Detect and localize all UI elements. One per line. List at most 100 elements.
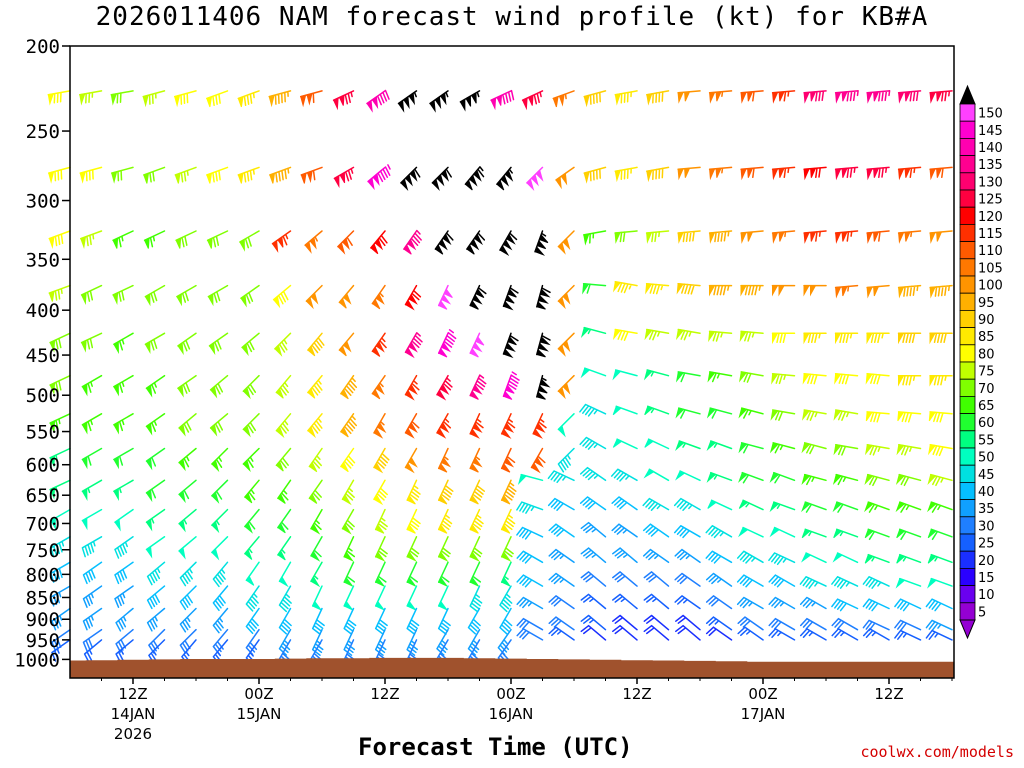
colorbar-cell bbox=[959, 241, 976, 260]
wind-barb-flag bbox=[209, 385, 218, 399]
wind-barb-flag bbox=[675, 328, 685, 341]
wind-barb bbox=[80, 230, 103, 247]
wind-barb-flag bbox=[740, 231, 754, 244]
wind-barb bbox=[643, 593, 670, 610]
wind-barb-flag bbox=[176, 293, 182, 307]
wind-barb bbox=[674, 595, 701, 610]
wind-barb-flag bbox=[305, 292, 319, 310]
wind-barb bbox=[48, 230, 71, 247]
wind-barb-flag bbox=[709, 231, 716, 244]
wind-barb-flag bbox=[801, 409, 811, 421]
wind-barb-flag bbox=[48, 290, 55, 302]
wind-barb-flag bbox=[469, 422, 483, 439]
wind-barb bbox=[925, 598, 953, 612]
wind-barb-flag bbox=[801, 442, 811, 454]
wind-barb bbox=[307, 413, 323, 434]
wind-barb-flag bbox=[536, 378, 551, 400]
wind-barb-flag bbox=[272, 295, 281, 309]
wind-barb bbox=[114, 561, 134, 585]
y-tick-label: 450 bbox=[26, 345, 60, 367]
wind-barb-flag bbox=[557, 292, 571, 310]
wind-barb-flag bbox=[557, 424, 566, 438]
wind-barb bbox=[897, 411, 922, 423]
wind-barb-flag bbox=[307, 425, 316, 439]
wind-barb bbox=[771, 332, 796, 344]
wind-barb-flag bbox=[400, 169, 418, 192]
wind-barb-flag bbox=[929, 375, 936, 387]
wind-barb-flag bbox=[239, 238, 245, 252]
wind-barb-flag bbox=[431, 169, 450, 192]
wind-barb bbox=[675, 614, 701, 631]
wind-barb bbox=[643, 624, 670, 641]
wind-barb bbox=[343, 607, 357, 635]
colorbar-cell bbox=[959, 516, 976, 535]
wind-barb bbox=[373, 479, 388, 501]
wind-barb bbox=[212, 561, 229, 588]
y-tick-label: 350 bbox=[26, 249, 60, 271]
wind-barb-flag bbox=[373, 421, 387, 439]
y-tick-label: 300 bbox=[26, 191, 60, 213]
x-tick-label: 00Z bbox=[244, 685, 273, 703]
wind-barb bbox=[174, 166, 197, 183]
wind-barb-flag bbox=[373, 462, 384, 474]
wind-barb-flag bbox=[278, 576, 289, 588]
wind-barb-flag bbox=[48, 171, 55, 184]
wind-barb-flag bbox=[277, 522, 286, 534]
wind-barb bbox=[929, 411, 953, 423]
wind-barb bbox=[206, 90, 229, 107]
source-credit[interactable]: coolwx.com/models bbox=[860, 743, 1014, 761]
wind-barb-flag bbox=[237, 95, 244, 108]
wind-barb bbox=[799, 576, 827, 589]
wind-barb bbox=[705, 572, 733, 587]
wind-barb bbox=[925, 619, 953, 632]
colorbar-label: 100 bbox=[978, 279, 1003, 294]
wind-barb bbox=[580, 624, 607, 641]
wind-barb-flag bbox=[340, 461, 349, 473]
y-tick-label: 550 bbox=[26, 422, 60, 444]
x-tick-label: 00Z bbox=[496, 685, 525, 703]
wind-barb-flag bbox=[110, 93, 118, 106]
colorbar-label: 70 bbox=[978, 382, 995, 397]
wind-barb bbox=[705, 550, 733, 564]
wind-barb-flag bbox=[833, 444, 842, 456]
wind-barb bbox=[148, 628, 166, 654]
wind-barb-flag bbox=[434, 233, 452, 255]
wind-barb bbox=[642, 523, 670, 538]
wind-barb-flag bbox=[526, 169, 544, 192]
wind-barb-flag bbox=[772, 231, 785, 244]
wind-barb-flag bbox=[80, 291, 87, 305]
wind-barb-flag bbox=[175, 237, 182, 249]
wind-barb-flag bbox=[178, 546, 186, 560]
wind-barb-flag bbox=[501, 422, 515, 439]
wind-barb-flag bbox=[927, 444, 937, 456]
wind-barb bbox=[469, 508, 484, 531]
colorbar-label: 120 bbox=[978, 210, 1003, 225]
wind-barb-flag bbox=[271, 236, 284, 253]
wind-barb bbox=[831, 598, 859, 612]
wind-barb-flag bbox=[112, 237, 119, 249]
wind-barb-flag bbox=[144, 340, 151, 354]
colorbar-label: 40 bbox=[978, 485, 995, 500]
wind-barb bbox=[898, 443, 922, 456]
wind-barb-flag bbox=[211, 520, 220, 534]
colorbar-label: 115 bbox=[978, 227, 1003, 242]
wind-barb bbox=[81, 536, 103, 558]
wind-barb-flag bbox=[241, 343, 249, 357]
wind-barb-flag bbox=[367, 173, 380, 191]
wind-barb-flag bbox=[404, 293, 418, 311]
wind-barb-flag bbox=[646, 93, 653, 106]
wind-barb-flag bbox=[237, 172, 244, 184]
wind-barb bbox=[142, 90, 166, 105]
wind-barb-flag bbox=[174, 94, 181, 108]
wind-barb bbox=[115, 628, 134, 653]
x-tick-label: 12Z bbox=[118, 685, 147, 703]
wind-barb bbox=[929, 443, 953, 457]
wind-barb-flag bbox=[675, 470, 686, 481]
wind-barb bbox=[929, 473, 953, 487]
wind-barb-flag bbox=[370, 238, 384, 255]
wind-barb-flag bbox=[341, 494, 352, 506]
wind-barb-flag bbox=[834, 373, 842, 385]
wind-barb-flag bbox=[406, 524, 416, 534]
wind-barb bbox=[768, 552, 796, 566]
wind-barb-flag bbox=[310, 523, 321, 535]
